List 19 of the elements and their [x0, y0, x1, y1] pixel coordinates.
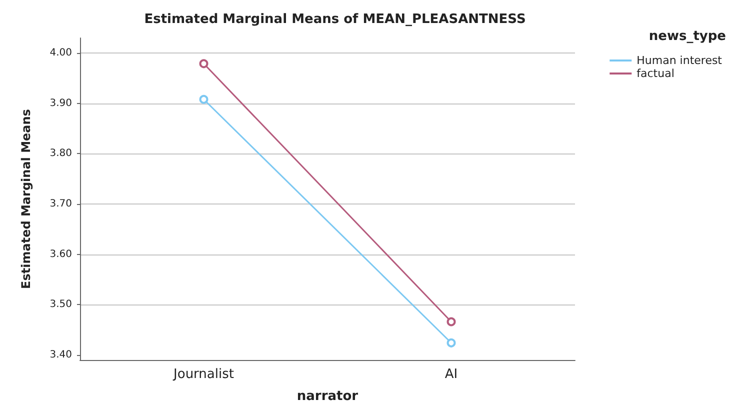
y-axis-title: Estimated Marginal Means: [19, 109, 33, 289]
x-tick-label: Journalist: [172, 367, 234, 382]
y-tick-label: 3.60: [50, 248, 72, 260]
point: [446, 338, 456, 348]
legend-label: factual: [636, 67, 674, 80]
chart-title: Estimated Marginal Means of MEAN_PLEASANTNESS: [144, 12, 526, 27]
y-tick-label: 3.90: [50, 98, 72, 109]
legend-title: news_type: [648, 29, 726, 44]
point: [199, 94, 208, 104]
x-tick-label: AI: [444, 367, 458, 382]
y-tick-label: 4.00: [50, 48, 72, 59]
y-tick-label: 3.50: [50, 299, 72, 310]
y-tick-label: 3.40: [50, 349, 72, 360]
point: [446, 317, 456, 326]
point: [199, 59, 208, 68]
x-axis-title: narrator: [296, 389, 359, 404]
y-tick-label: 3.80: [50, 148, 72, 160]
y-tick-label: 3.70: [50, 198, 72, 210]
legend-label: Human interest: [636, 54, 723, 67]
